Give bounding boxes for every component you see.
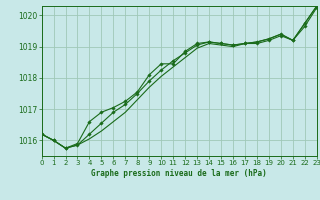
X-axis label: Graphe pression niveau de la mer (hPa): Graphe pression niveau de la mer (hPa) xyxy=(91,169,267,178)
